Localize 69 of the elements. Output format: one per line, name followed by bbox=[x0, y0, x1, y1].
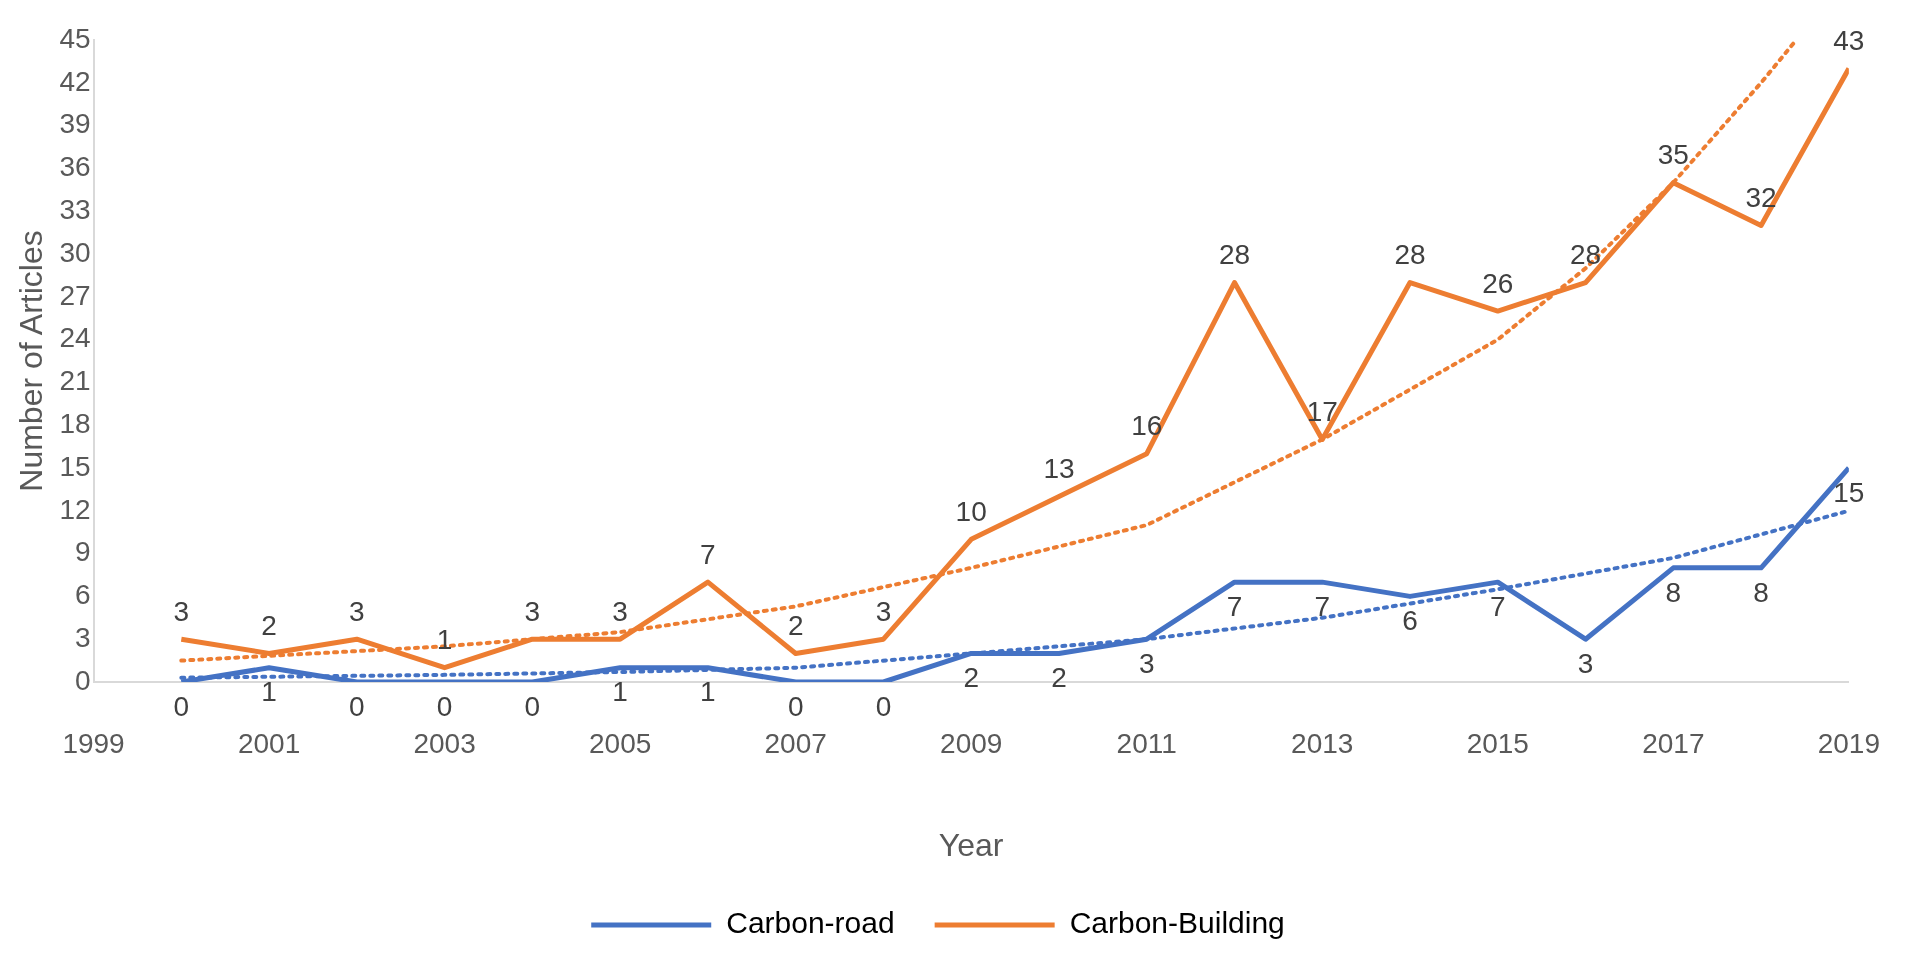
x-tick-label: 2011 bbox=[1116, 727, 1177, 759]
data-label: 0 bbox=[173, 690, 190, 722]
data-label: 0 bbox=[436, 690, 453, 722]
y-tick-label: 9 bbox=[74, 536, 91, 568]
data-label: 7 bbox=[1314, 590, 1331, 622]
x-tick-label: 1999 bbox=[62, 727, 125, 759]
data-label: 3 bbox=[173, 595, 190, 627]
data-label: 13 bbox=[1043, 453, 1075, 485]
data-label: 3 bbox=[349, 595, 365, 627]
data-label: 7 bbox=[1490, 590, 1506, 622]
data-label: 0 bbox=[875, 690, 892, 722]
data-label: 26 bbox=[1482, 267, 1514, 299]
data-label: 3 bbox=[1138, 647, 1155, 679]
y-tick-label: 30 bbox=[59, 236, 91, 268]
x-axis-title: Year bbox=[938, 826, 1004, 863]
data-label: 2 bbox=[261, 610, 277, 642]
x-tick-label: 2007 bbox=[764, 727, 827, 759]
data-label: 28 bbox=[1394, 239, 1426, 271]
data-label: 17 bbox=[1306, 396, 1338, 428]
y-tick-label: 45 bbox=[59, 22, 91, 54]
data-label: 28 bbox=[1569, 239, 1602, 271]
data-label: 3 bbox=[1577, 647, 1594, 679]
data-label: 6 bbox=[1402, 605, 1418, 637]
x-tick-label: 2003 bbox=[413, 727, 476, 759]
y-tick-label: 33 bbox=[59, 193, 91, 225]
x-tick-label: 2013 bbox=[1291, 727, 1354, 759]
y-tick-label: 39 bbox=[59, 108, 91, 140]
data-label: 0 bbox=[349, 690, 365, 722]
y-tick-label: 21 bbox=[59, 365, 91, 397]
data-label: 0 bbox=[524, 690, 541, 722]
y-axis-title: Number of Articles bbox=[13, 230, 50, 492]
data-label: 1 bbox=[261, 676, 277, 708]
x-tick-label: 2001 bbox=[237, 727, 301, 759]
x-tick-label: 2005 bbox=[588, 727, 652, 759]
data-label: 15 bbox=[1833, 476, 1865, 508]
legend-label: Carbon-Building bbox=[1069, 906, 1285, 940]
y-tick-label: 27 bbox=[59, 279, 91, 311]
data-label: 2 bbox=[963, 662, 979, 694]
data-label: 7 bbox=[700, 538, 716, 570]
data-label: 3 bbox=[524, 595, 541, 627]
x-tick-label: 2019 bbox=[1817, 727, 1880, 759]
y-tick-label: 12 bbox=[59, 493, 91, 525]
data-label: 3 bbox=[612, 595, 628, 627]
y-tick-label: 15 bbox=[59, 450, 91, 482]
data-label: 8 bbox=[1665, 576, 1682, 608]
data-label: 0 bbox=[787, 690, 804, 722]
data-label: 35 bbox=[1657, 139, 1689, 171]
y-tick-label: 6 bbox=[74, 579, 91, 611]
y-tick-label: 18 bbox=[59, 407, 91, 439]
y-tick-label: 24 bbox=[59, 322, 91, 354]
data-label: 7 bbox=[1226, 590, 1243, 622]
y-tick-label: 42 bbox=[59, 65, 91, 97]
x-tick-label: 2015 bbox=[1466, 727, 1529, 759]
x-tick-label: 2017 bbox=[1642, 727, 1705, 759]
y-tick-label: 36 bbox=[59, 151, 91, 183]
data-label: 10 bbox=[955, 496, 987, 528]
data-label: 3 bbox=[875, 595, 892, 627]
data-label: 1 bbox=[612, 676, 628, 708]
data-label: 28 bbox=[1218, 239, 1251, 271]
y-tick-label: 0 bbox=[74, 664, 91, 696]
y-tick-label: 3 bbox=[74, 621, 91, 653]
data-label: 1 bbox=[700, 676, 716, 708]
data-label: 2 bbox=[787, 610, 804, 642]
legend-label: Carbon-road bbox=[726, 906, 895, 940]
data-label: 8 bbox=[1753, 576, 1769, 608]
data-label: 32 bbox=[1745, 182, 1777, 214]
data-label: 43 bbox=[1833, 25, 1865, 57]
x-tick-label: 2009 bbox=[940, 727, 1003, 759]
data-label: 2 bbox=[1051, 662, 1067, 694]
